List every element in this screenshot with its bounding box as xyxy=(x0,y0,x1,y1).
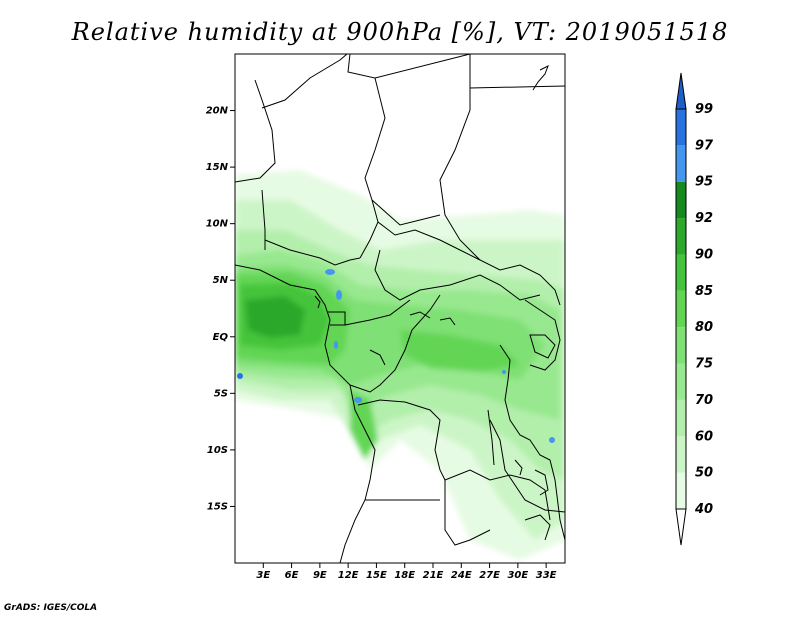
lat-tick-label: 20N xyxy=(206,106,229,117)
colorbar-labels: 40 50 60 70 75 80 85 90 92 95 97 99 xyxy=(694,102,714,517)
lat-tick-label: 5S xyxy=(214,388,228,399)
colorbar-label: 95 xyxy=(695,175,713,190)
colorbar-label: 85 xyxy=(695,284,713,299)
lon-tick-label: 15E xyxy=(366,570,387,581)
grads-credit: GrADS: IGES/COLA xyxy=(4,603,98,613)
colorbar-label: 99 xyxy=(695,102,713,117)
colorbar-segment xyxy=(675,508,687,546)
lon-tick-label: 33E xyxy=(536,570,557,581)
lon-tick-label: 30E xyxy=(507,570,528,581)
lon-tick-label: 3E xyxy=(256,570,270,581)
colorbar-label: 70 xyxy=(695,393,713,408)
lon-tick-label: 9E xyxy=(313,570,327,581)
lon-tick-label: 27E xyxy=(479,570,500,581)
chart-title: Relative humidity at 900hPa [%], VT: 201… xyxy=(71,18,729,46)
colorbar-segment xyxy=(676,181,686,219)
colorbar-segment xyxy=(676,436,686,473)
lat-tick-label: 5N xyxy=(213,275,229,286)
colorbar-label: 90 xyxy=(695,247,713,262)
colorbar-segment xyxy=(676,109,686,146)
colorbar-label: 97 xyxy=(695,138,714,153)
colorbar-label: 75 xyxy=(695,357,713,372)
map-frame xyxy=(234,53,566,564)
country-boundaries xyxy=(235,54,565,563)
colorbar-segment xyxy=(676,290,686,328)
colorbar-segment xyxy=(676,218,686,255)
colorbar-outline xyxy=(675,108,687,510)
lat-tick-label: 15N xyxy=(206,162,229,173)
lon-tick-label: 21E xyxy=(423,570,444,581)
colorbar-segment xyxy=(676,399,686,437)
colorbar-segment xyxy=(676,327,686,364)
lon-tick-label: 12E xyxy=(338,570,359,581)
high-humidity-patches xyxy=(237,269,555,443)
lat-tick-label: 10N xyxy=(206,219,229,230)
lon-tick-label: 24E xyxy=(451,570,472,581)
colorbar-segment xyxy=(676,254,686,291)
lat-tick-label: 10S xyxy=(207,445,228,456)
colorbar-segment xyxy=(675,72,687,110)
colorbar-label: 80 xyxy=(695,320,713,335)
colorbar-segments xyxy=(675,72,687,546)
colorbar-label: 40 xyxy=(694,502,713,517)
colorbar-segment xyxy=(676,145,686,182)
longitude-axis: 3E 6E 9E 12E 15E 18E 21E 24E 27E 30E 33E xyxy=(256,563,557,581)
humidity-field xyxy=(235,54,565,563)
lon-tick-label: 18E xyxy=(394,570,415,581)
lon-tick-label: 6E xyxy=(285,570,299,581)
latitude-axis: 20N 15N 10N 5N EQ 5S 10S 15S xyxy=(206,106,235,512)
colorbar-label: 92 xyxy=(695,211,713,226)
colorbar-segment xyxy=(676,472,686,509)
colorbar-label: 60 xyxy=(695,429,713,444)
colorbar-label: 50 xyxy=(695,466,713,481)
colorbar-segment xyxy=(676,363,686,400)
lat-tick-label: 15S xyxy=(207,501,228,512)
lat-tick-label: EQ xyxy=(213,332,229,343)
